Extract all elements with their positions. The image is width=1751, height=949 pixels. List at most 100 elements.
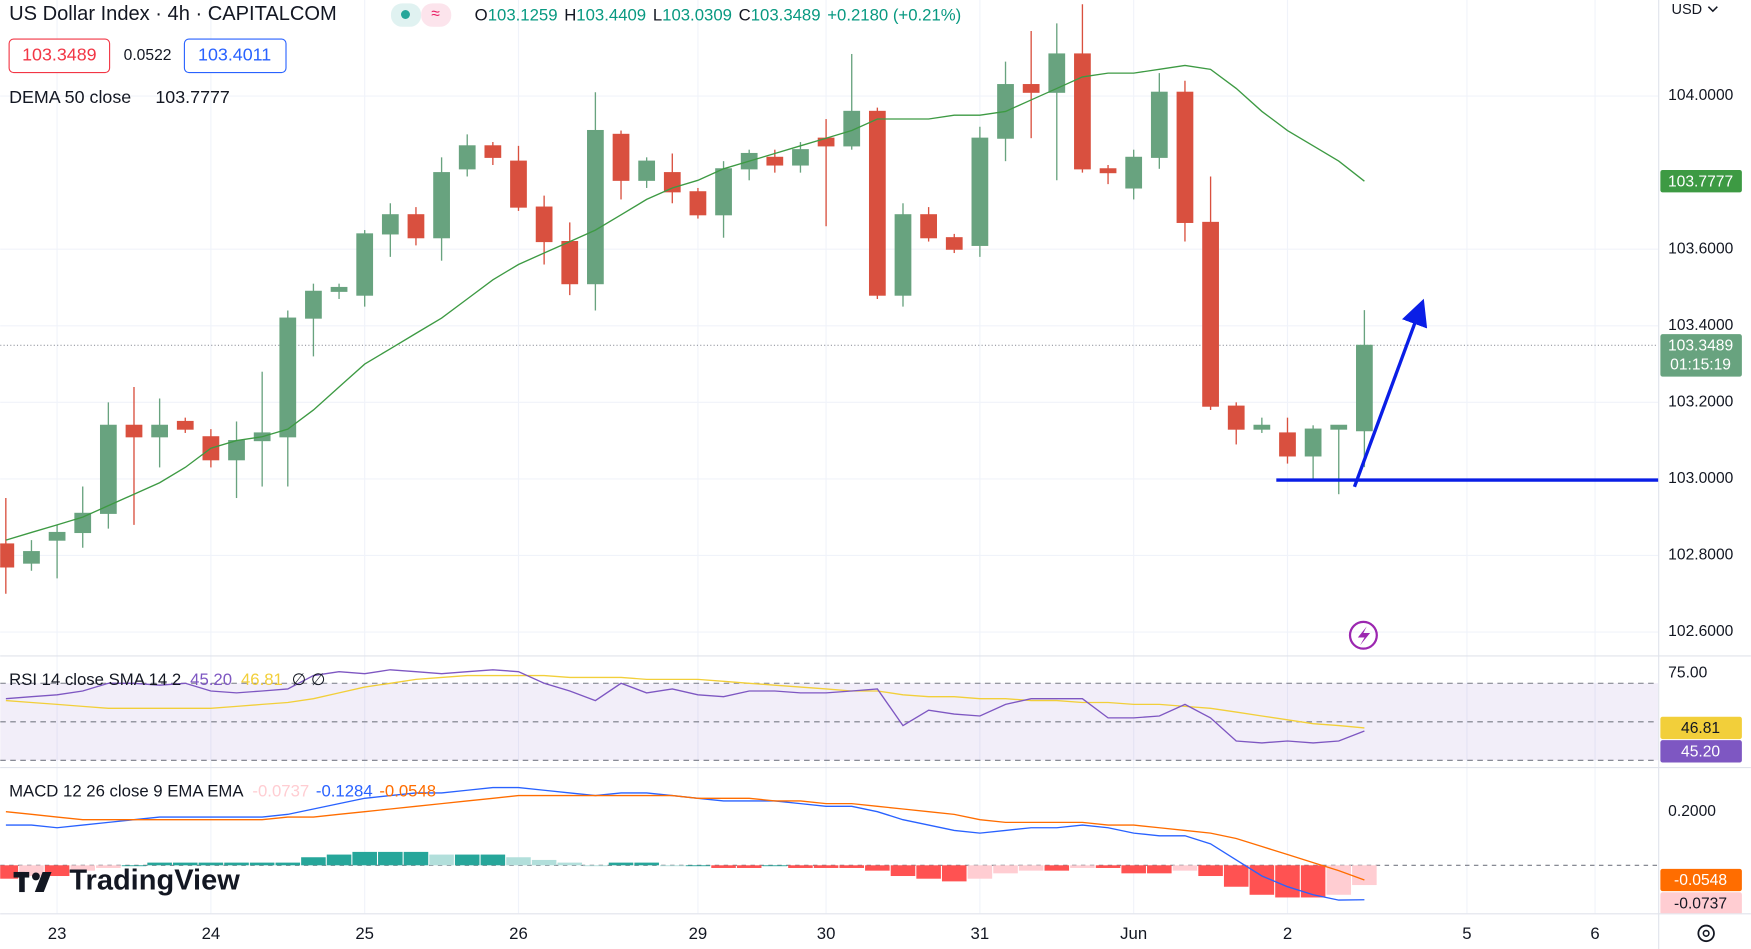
candle-body xyxy=(330,286,348,292)
drawn-arrow[interactable] xyxy=(1352,298,1428,488)
macd-histogram-bar xyxy=(275,862,301,866)
macd-histogram-bar xyxy=(224,862,249,866)
macd-histogram-bar xyxy=(70,865,96,871)
indicator-price-tag: 103.7777 xyxy=(1668,173,1733,190)
x-tick-label: 24 xyxy=(202,924,221,943)
macd-histogram-bar xyxy=(941,865,967,882)
candle-body xyxy=(228,440,245,461)
indicator-price-tag-bg xyxy=(1660,170,1742,193)
ohlc-value: 103.3489 xyxy=(751,6,821,25)
x-tick-label: 25 xyxy=(355,924,374,943)
macd-legend-hist: -0.0737 xyxy=(252,782,309,801)
candle-body xyxy=(792,149,809,166)
candle-body xyxy=(561,240,579,285)
bid-box[interactable] xyxy=(8,38,111,74)
candle-body xyxy=(689,191,707,216)
macd-histogram-bar xyxy=(1044,865,1070,871)
svg-text:≈: ≈ xyxy=(431,6,440,23)
candle-body xyxy=(1022,84,1040,93)
ohlc-key: H xyxy=(564,6,576,25)
rsi-legend-value: 46.81 xyxy=(241,670,283,689)
candle-body xyxy=(23,551,40,564)
candle-body xyxy=(1304,428,1322,457)
candle-body xyxy=(356,233,374,296)
rsi-legend-extra: ∅ ∅ xyxy=(292,670,326,689)
macd-price-tag: -0.0737 xyxy=(1674,896,1727,913)
y-tick-label: 103.2000 xyxy=(1668,393,1733,410)
spread: 0.0522 xyxy=(124,47,172,64)
candle-body xyxy=(1253,424,1271,430)
macd-histogram-bar xyxy=(19,865,44,877)
ohlc-key: O xyxy=(475,6,488,25)
macd-title: MACD 12 26 close 9 EMA EMA xyxy=(9,782,244,801)
candle-body xyxy=(0,543,15,568)
macd-histogram-bar xyxy=(1198,865,1223,877)
panes xyxy=(0,4,1659,901)
rsi-line xyxy=(5,669,1365,744)
macd-histogram-bar xyxy=(1223,865,1249,887)
x-tick-label: 29 xyxy=(689,924,708,943)
macd-histogram-bar xyxy=(506,857,531,866)
candle-body xyxy=(1048,53,1066,93)
candle-body xyxy=(612,133,630,181)
macd-histogram-bar xyxy=(1147,865,1172,874)
macd-price-tag-bg xyxy=(1660,892,1742,914)
candle-body xyxy=(894,214,912,296)
x-tick-label: 6 xyxy=(1590,924,1599,943)
candle-body xyxy=(868,110,886,296)
currency[interactable]: USD xyxy=(1672,2,1703,18)
candle-body xyxy=(1176,91,1194,223)
macd-histogram-bar xyxy=(301,857,326,866)
settings-icon[interactable] xyxy=(1697,924,1715,943)
macd-histogram-bar xyxy=(429,854,454,866)
candle-body xyxy=(458,145,476,170)
macd-histogram-bar xyxy=(1275,865,1300,898)
candle-body xyxy=(279,317,297,438)
indicator-name: DEMA 50 close xyxy=(9,87,131,107)
macd-price-tag-bg xyxy=(1660,868,1742,892)
macd-histogram-bar xyxy=(403,851,429,866)
y-tick-label: 0.2000 xyxy=(1668,803,1716,820)
macd-histogram-bar xyxy=(608,862,634,866)
currency-chevron xyxy=(1707,6,1718,13)
macd-legend-value: -0.1284 xyxy=(316,782,373,801)
rsi-price-tag: 45.20 xyxy=(1681,744,1720,761)
rsi-legend-value: 45.20 xyxy=(190,670,232,689)
macd-histogram-bar xyxy=(711,865,736,868)
macd-histogram-bar xyxy=(865,865,890,871)
rsi-line xyxy=(5,674,1365,729)
macd-histogram-bar xyxy=(993,865,1018,874)
ohlc-key: C xyxy=(739,6,751,25)
lightning-icon[interactable] xyxy=(1348,620,1378,650)
macd-histogram-bar xyxy=(967,865,993,879)
candle-body xyxy=(587,129,604,285)
y-tick-label: 75.00 xyxy=(1668,665,1707,682)
candle-body xyxy=(1099,168,1117,174)
candle-body xyxy=(510,160,527,208)
candle-body xyxy=(945,237,963,250)
price-tag-bg xyxy=(1660,334,1742,377)
rsi-price-tag-bg xyxy=(1660,716,1742,740)
candle-body xyxy=(151,424,168,438)
status-pills[interactable]: ≈ xyxy=(390,3,452,27)
ohlc-key: L xyxy=(653,6,662,25)
macd-histogram-bar xyxy=(352,851,377,866)
macd-histogram-bar xyxy=(813,865,839,868)
macd-histogram-bar xyxy=(634,862,659,866)
ask-box[interactable] xyxy=(183,38,287,74)
macd-histogram-bar xyxy=(890,865,916,877)
x-tick-label: 23 xyxy=(48,924,67,943)
rsi-title: RSI 14 close SMA 14 2 xyxy=(9,670,181,689)
macd-histogram-bar xyxy=(1018,865,1044,871)
macd-histogram-bar xyxy=(685,865,711,867)
macd-histogram-bar xyxy=(1172,865,1198,871)
x-tick-label: 26 xyxy=(509,924,528,943)
candles xyxy=(0,4,1659,594)
candle-body xyxy=(176,420,194,430)
candle-body xyxy=(1125,156,1143,189)
candle-body xyxy=(1356,344,1373,432)
macd-axis-tags: -0.0548-0.0737-0.1284 xyxy=(1660,868,1742,914)
candle-body xyxy=(433,172,450,239)
macd-histogram-bar xyxy=(1070,865,1095,868)
